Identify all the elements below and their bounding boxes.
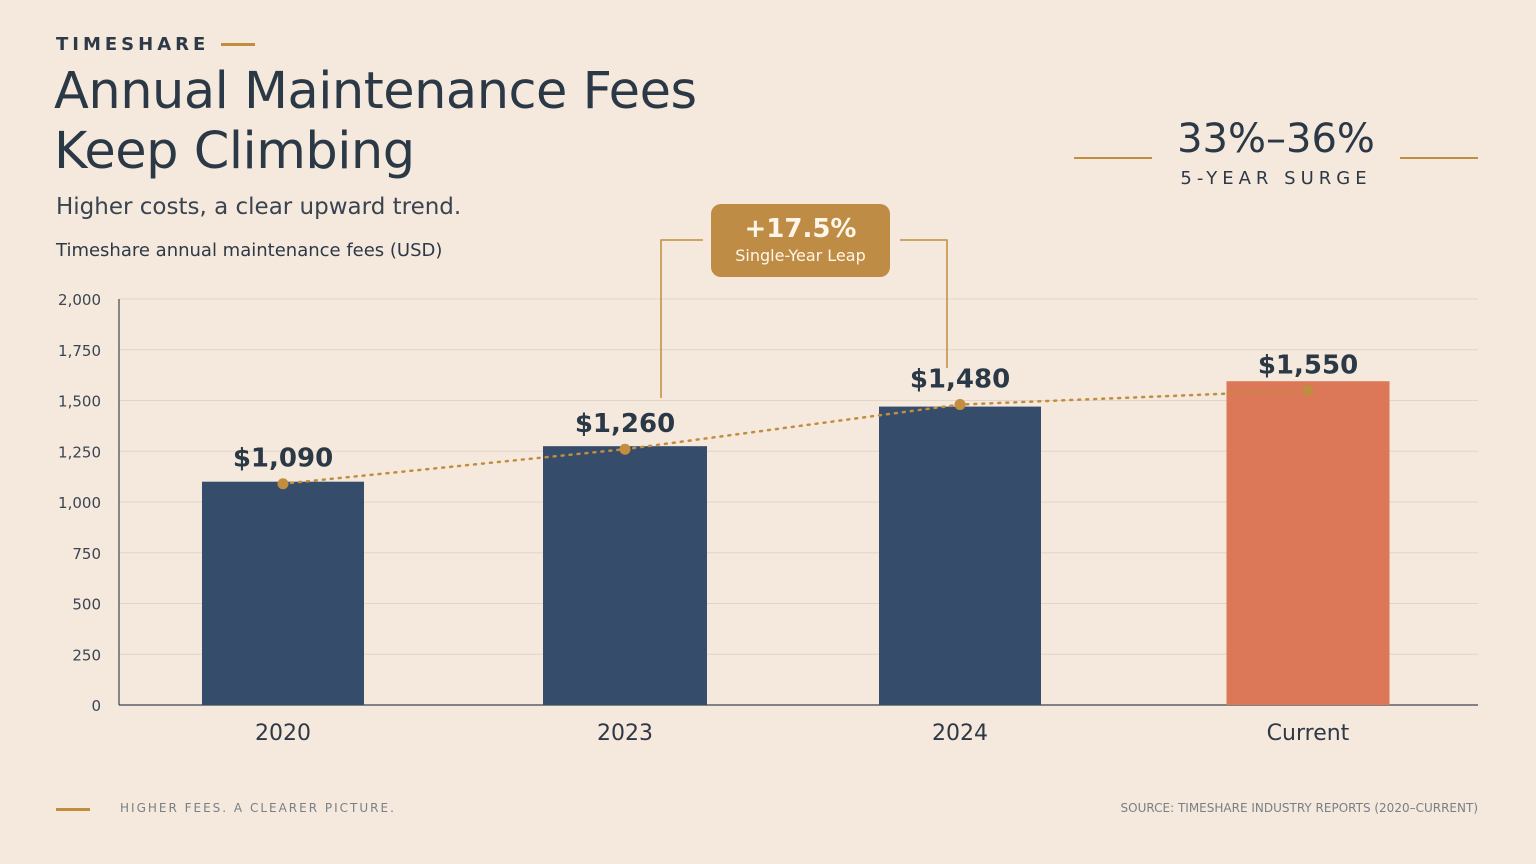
y-tick-labels: 0 250 500 750 1,000 1,250 1,500 1,750 2,000	[58, 291, 101, 715]
callout-label: Single-Year Leap	[735, 246, 866, 265]
callout-connectors	[660, 239, 948, 398]
kpi-surge: 33%–36% 5-YEAR SURGE	[1074, 116, 1478, 196]
kpi-rule-right	[1400, 157, 1478, 159]
y-tick-label: 1,500	[58, 393, 101, 411]
bar-2020	[202, 481, 364, 705]
data-labels: $1,090 $1,260 $1,480 $1,550	[233, 350, 1358, 473]
trend-polyline	[281, 389, 1310, 485]
bar-2024	[879, 406, 1041, 705]
y-tick-label: 1,000	[58, 494, 101, 512]
page-title: Annual Maintenance Fees Keep Climbing	[54, 62, 697, 181]
footer-tagline: HIGHER FEES. A CLEARER PICTURE.	[120, 801, 396, 815]
kpi-label: 5-YEAR SURGE	[1180, 168, 1372, 189]
eyebrow-rule	[221, 43, 256, 46]
y-axis-caption: Timeshare annual maintenance fees (USD)	[56, 240, 443, 261]
data-label: $1,550	[1258, 350, 1358, 380]
bar-2023	[543, 446, 707, 705]
data-label: $1,480	[910, 365, 1010, 395]
callout-badge: +17.5% Single-Year Leap	[711, 204, 890, 277]
x-tick-label: 2024	[932, 721, 988, 746]
footer-rule	[56, 808, 90, 811]
y-tick-label: 250	[72, 646, 101, 664]
y-tick-label: 2,000	[58, 291, 101, 309]
trend-line	[277, 384, 1314, 490]
bars	[202, 381, 1390, 705]
y-tick-label: 0	[91, 697, 101, 715]
page-subtitle: Higher costs, a clear upward trend.	[56, 194, 462, 220]
x-tick-label: 2023	[597, 721, 653, 746]
data-label: $1,090	[233, 444, 333, 474]
y-tick-label: 1,250	[58, 443, 101, 461]
footer-source: SOURCE: TIMESHARE INDUSTRY REPORTS (2020…	[1120, 801, 1478, 815]
eyebrow-label: TIMESHARE	[56, 34, 210, 55]
trend-point	[1302, 384, 1314, 396]
callout-connector-right	[900, 239, 948, 368]
y-tick-label: 500	[72, 596, 101, 614]
trend-point	[954, 399, 966, 411]
x-tick-label: Current	[1267, 721, 1350, 746]
trend-point	[619, 443, 631, 455]
callout-connector-left	[660, 239, 703, 398]
x-tick-labels: 2020 2023 2024 Current	[255, 721, 1350, 746]
y-tick-label: 750	[72, 545, 101, 563]
eyebrow: TIMESHARE	[56, 34, 256, 55]
y-tick-label: 1,750	[58, 342, 101, 360]
data-label: $1,260	[575, 409, 675, 439]
x-tick-label: 2020	[255, 721, 311, 746]
kpi-value: 33%–36%	[1177, 116, 1375, 162]
trend-point	[277, 478, 289, 490]
kpi-rule-left	[1074, 157, 1152, 159]
bar-current	[1226, 381, 1390, 705]
callout-value: +17.5%	[744, 214, 857, 244]
